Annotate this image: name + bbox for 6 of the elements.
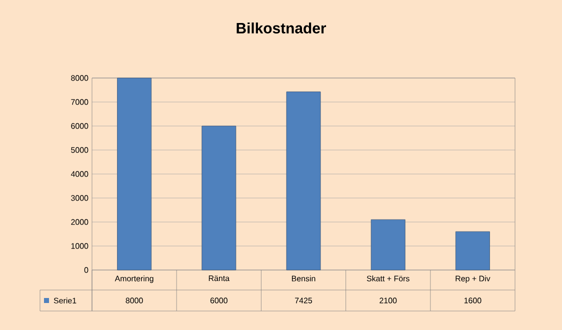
bar — [117, 78, 152, 270]
bar — [286, 92, 321, 270]
bar — [456, 231, 490, 270]
bar — [202, 126, 236, 270]
chart-title: Bilkostnader — [236, 22, 326, 34]
bar — [370, 219, 406, 270]
